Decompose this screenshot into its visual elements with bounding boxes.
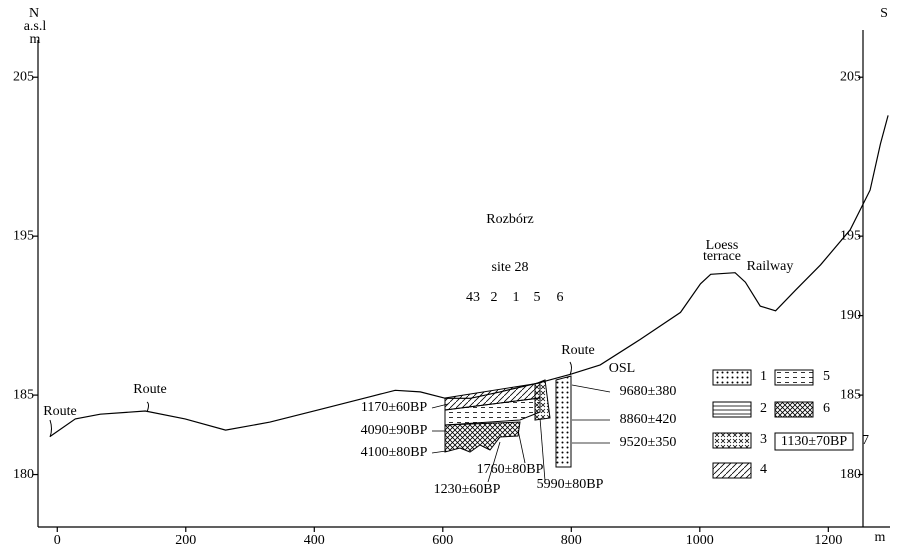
y-tick-label: 205 xyxy=(13,69,34,84)
annotation: 1760±80BP xyxy=(477,462,544,477)
y2-axis-label: S xyxy=(880,6,888,21)
y-tick-label: 180 xyxy=(13,467,34,482)
annotation: 1 xyxy=(513,290,520,305)
annotation: site 28 xyxy=(492,260,529,275)
annotation: 43 xyxy=(466,290,480,305)
legend-label: 5 xyxy=(823,369,830,384)
legend-label: 4 xyxy=(760,462,767,477)
annotation: 4100±80BP xyxy=(361,445,428,460)
x-tick-label: 1000 xyxy=(686,533,714,548)
x-tick-label: 200 xyxy=(175,533,196,548)
annotation: 8860±420 xyxy=(620,412,677,427)
x-axis-label: m xyxy=(875,530,886,545)
route-marker xyxy=(147,402,149,412)
annotation: 9680±380 xyxy=(620,384,677,399)
y2-tick-label: 180 xyxy=(840,467,861,482)
legend-label: 2 xyxy=(760,401,767,416)
annotation: 5990±80BP xyxy=(537,477,604,492)
route-marker xyxy=(50,420,52,437)
legend-label: 3 xyxy=(760,432,767,447)
x-tick-label: 600 xyxy=(432,533,453,548)
legend-swatches xyxy=(713,370,853,478)
chart: Na.s.lmSm1801851952051801851901952050200… xyxy=(0,0,899,550)
annotation: 6 xyxy=(557,290,564,305)
annotation: 1230±60BP xyxy=(434,482,501,497)
y2-tick-label: 195 xyxy=(840,228,861,243)
route-marker xyxy=(570,362,572,375)
annotation: 4090±90BP xyxy=(361,423,428,438)
annotation: OSL xyxy=(609,361,635,376)
y2-tick-label: 185 xyxy=(840,387,861,402)
annotation: terrace xyxy=(703,249,741,264)
y2-tick-label: 190 xyxy=(840,308,861,323)
annotation: 1170±60BP xyxy=(361,400,428,415)
y-tick-label: 185 xyxy=(13,387,34,402)
legend-label: 6 xyxy=(823,401,830,416)
annotation: Route xyxy=(43,404,76,419)
x-tick-label: 800 xyxy=(561,533,582,548)
legend-box-label: 1130±70BP xyxy=(781,434,848,449)
annotation: 5 xyxy=(534,290,541,305)
x-tick-label: 1200 xyxy=(814,533,842,548)
x-tick-label: 400 xyxy=(304,533,325,548)
x-tick-label: 0 xyxy=(54,533,61,548)
y-axis-label: m xyxy=(30,32,41,47)
legend-label: 1 xyxy=(760,369,767,384)
annotation: Rozbórz xyxy=(486,212,533,227)
profile-line xyxy=(50,115,888,436)
annotation: Railway xyxy=(747,259,794,274)
annotation: 2 xyxy=(491,290,498,305)
annotation: 9520±350 xyxy=(620,435,677,450)
y2-tick-label: 205 xyxy=(840,69,861,84)
annotation: Route xyxy=(133,382,166,397)
annotation: Route xyxy=(561,343,594,358)
y-tick-label: 195 xyxy=(13,228,34,243)
legend-label: 7 xyxy=(862,433,869,448)
